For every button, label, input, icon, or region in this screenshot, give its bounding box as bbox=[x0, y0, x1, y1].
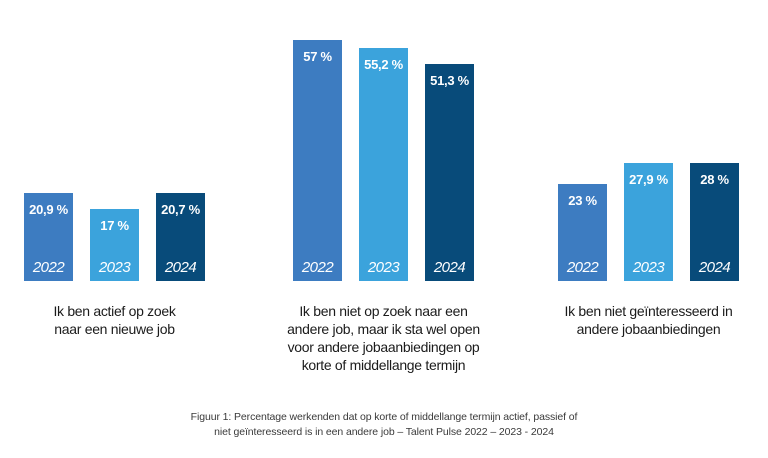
group-label: Ik ben niet geïnteresseerd in andere job… bbox=[565, 302, 733, 338]
year-label: 2024 bbox=[698, 259, 731, 276]
bar-2024: 28 % 2024 bbox=[690, 163, 739, 281]
group-label-line: naar een nieuwe job bbox=[54, 321, 175, 337]
year-label: 2023 bbox=[632, 259, 665, 276]
value-label: 27,9 % bbox=[629, 172, 668, 187]
group-label-line: andere job, maar ik sta wel open bbox=[287, 321, 480, 337]
figure-caption-line: niet geïnteresseerd is in een andere job… bbox=[214, 425, 554, 438]
bar-cluster: 23 % 2022 27,9 % 2023 28 % 2024 bbox=[558, 163, 739, 281]
value-label: 28 % bbox=[700, 172, 729, 187]
bar-cluster: 20,9 % 2022 17 % 2023 20,7 % 2024 bbox=[24, 193, 205, 281]
figure-caption: Figuur 1: Percentage werkenden dat op ko… bbox=[191, 410, 578, 439]
bar-group-niet-op-zoek-wel-open: 57 % 2022 55,2 % 2023 51,3 % 2024 Ik ben… bbox=[287, 40, 480, 373]
bar-2023: 55,2 % 2023 bbox=[359, 48, 408, 281]
year-label: 2024 bbox=[164, 259, 197, 276]
year-label: 2022 bbox=[566, 259, 599, 276]
value-label: 17 % bbox=[100, 218, 129, 233]
group-label: Ik ben actief op zoek naar een nieuwe jo… bbox=[53, 302, 175, 338]
bar-cluster: 57 % 2022 55,2 % 2023 51,3 % 2024 bbox=[293, 40, 474, 281]
bar-2024: 20,7 % 2024 bbox=[156, 193, 205, 281]
figure-caption-line: Figuur 1: Percentage werkenden dat op ko… bbox=[190, 411, 578, 423]
bar-2024: 51,3 % 2024 bbox=[425, 64, 474, 281]
value-label: 23 % bbox=[568, 193, 597, 208]
group-label-line: andere jobaanbiedingen bbox=[576, 321, 721, 337]
year-label: 2022 bbox=[32, 259, 65, 276]
group-label-line: Ik ben actief op zoek bbox=[53, 303, 176, 319]
bar-2023: 17 % 2023 bbox=[90, 209, 139, 281]
value-label: 55,2 % bbox=[364, 57, 403, 72]
value-label: 20,7 % bbox=[161, 202, 200, 217]
year-label: 2023 bbox=[98, 259, 131, 276]
bar-2022: 20,9 % 2022 bbox=[24, 193, 73, 281]
bar-group-niet-geinteresseerd: 23 % 2022 27,9 % 2023 28 % 2024 Ik ben n… bbox=[558, 163, 739, 337]
value-label: 57 % bbox=[303, 49, 332, 64]
bar-2022: 57 % 2022 bbox=[293, 40, 342, 281]
bar-group-actief-op-zoek: 20,9 % 2022 17 % 2023 20,7 % 2024 Ik ben… bbox=[24, 193, 205, 337]
bar-2023: 27,9 % 2023 bbox=[624, 163, 673, 281]
group-label: Ik ben niet op zoek naar een andere job,… bbox=[287, 302, 480, 374]
value-label: 51,3 % bbox=[430, 73, 469, 88]
year-label: 2024 bbox=[433, 259, 466, 276]
bar-2022: 23 % 2022 bbox=[558, 184, 607, 281]
group-label-line: voor andere jobaanbiedingen op bbox=[287, 339, 480, 355]
group-label-line: Ik ben niet geïnteresseerd in bbox=[564, 303, 733, 319]
year-label: 2022 bbox=[301, 259, 334, 276]
group-label-line: korte of middellange termijn bbox=[301, 357, 466, 373]
group-label-line: Ik ben niet op zoek naar een bbox=[299, 303, 468, 319]
value-label: 20,9 % bbox=[29, 202, 68, 217]
year-label: 2023 bbox=[367, 259, 400, 276]
